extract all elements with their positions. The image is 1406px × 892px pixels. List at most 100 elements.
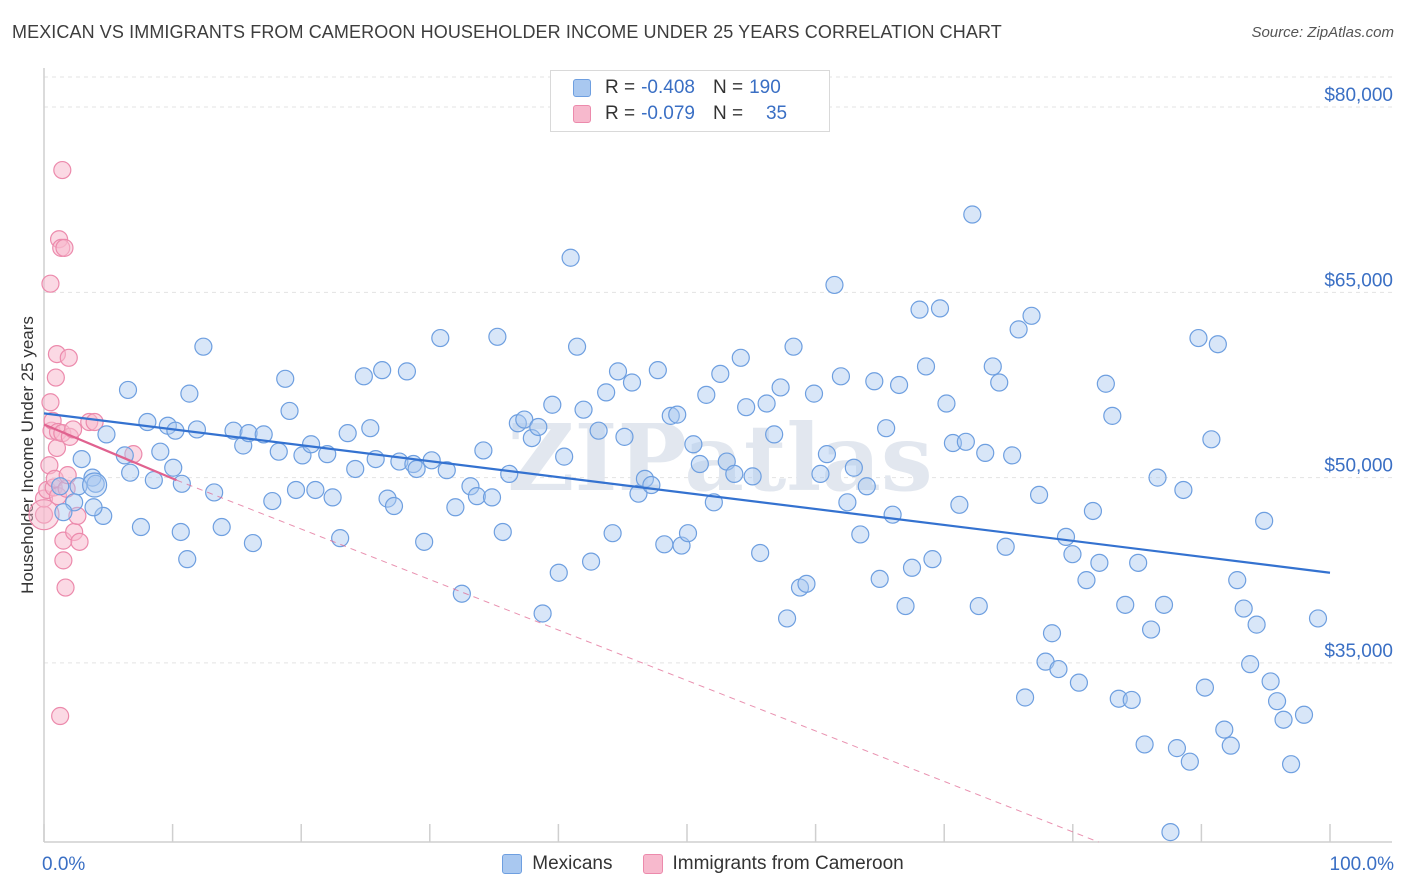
- cameroon-point: [41, 393, 60, 412]
- mexican-point: [354, 367, 373, 386]
- mexican-point: [622, 373, 642, 392]
- tick-labels: $35,000 $50,000 $65,000 $80,000 0.0% 100.0%: [42, 85, 1394, 875]
- mexican-point: [1129, 553, 1148, 572]
- mexican-point: [493, 522, 512, 542]
- series-legend: Mexicans Immigrants from Cameroon: [0, 852, 1406, 876]
- mexican-point: [943, 433, 963, 453]
- mexican-point: [254, 425, 273, 444]
- cameroon-point: [41, 274, 60, 293]
- mexican-point: [555, 447, 574, 466]
- mexican-point: [757, 394, 776, 413]
- mexican-point: [661, 406, 680, 425]
- mexican-point: [561, 248, 580, 267]
- mexican-point: [361, 419, 380, 438]
- trend-lines: [43, 412, 1331, 843]
- legend-r-label: R =: [605, 77, 636, 98]
- cameroon-point: [70, 532, 89, 551]
- cameroon-point: [54, 551, 73, 570]
- mexican-point: [1090, 553, 1109, 572]
- mexican-point: [976, 443, 995, 463]
- mexican-point: [415, 532, 434, 551]
- mexican-point: [704, 493, 723, 512]
- mexican-point: [212, 517, 231, 537]
- mexican-point: [269, 442, 288, 461]
- mexican-point: [1234, 599, 1253, 618]
- mexican-point: [1056, 527, 1076, 547]
- mexican-point: [969, 596, 988, 616]
- mexican-point: [916, 357, 936, 376]
- mexican-point: [825, 275, 844, 295]
- mexican-point: [488, 327, 507, 346]
- mexican-point: [1215, 720, 1234, 739]
- series-swatch-mexicans: [502, 854, 523, 874]
- mexican-point: [263, 491, 282, 511]
- mexican-point: [1103, 406, 1122, 425]
- mexican-point: [1154, 595, 1174, 614]
- legend-n-value: 35: [765, 103, 788, 124]
- mexican-point: [902, 558, 922, 577]
- mexican-point: [1135, 735, 1154, 754]
- mexican-point: [889, 375, 909, 395]
- mexican-point: [522, 428, 541, 448]
- mexican-point: [1208, 335, 1227, 354]
- mexican-point: [1281, 755, 1301, 774]
- mexican-point: [384, 496, 404, 516]
- mexican-point: [373, 361, 392, 380]
- mexican-point: [431, 328, 450, 348]
- mexican-point: [983, 357, 1002, 376]
- mexican-point: [1077, 571, 1096, 590]
- cameroon-point: [68, 506, 87, 526]
- mexican-point: [567, 337, 587, 356]
- mexican-point: [1221, 736, 1240, 755]
- mexican-point: [1167, 739, 1187, 758]
- series-label-cameroon: Immigrants from Cameroon: [672, 853, 904, 874]
- mexican-point: [597, 383, 616, 402]
- legend-swatch-mexicans: [573, 79, 591, 97]
- mexican-point: [286, 480, 306, 500]
- mexican-point: [668, 405, 687, 424]
- mexican-point: [529, 417, 548, 437]
- mexican-point: [54, 503, 73, 522]
- mexican-point: [533, 604, 552, 623]
- mexican-point: [301, 435, 321, 454]
- y-tick-label: $50,000: [1324, 456, 1393, 477]
- mexican-point: [1003, 446, 1022, 465]
- mexican-point: [280, 401, 299, 421]
- mexican-point: [1063, 545, 1082, 564]
- mexican-point: [1247, 615, 1266, 634]
- mexican-point: [346, 459, 365, 479]
- mexican-point: [1161, 823, 1180, 842]
- mexican-point: [164, 458, 183, 477]
- mexican-point: [877, 419, 896, 438]
- watermark: ZIPatlas: [507, 404, 932, 512]
- cameroon-point: [55, 238, 74, 257]
- mexican-point: [1294, 705, 1314, 724]
- series-legend-cameroon[interactable]: Immigrants from Cameroon: [642, 853, 904, 875]
- legend-n-value: 190: [749, 77, 781, 98]
- mexican-point: [844, 458, 863, 477]
- mexican-point: [857, 477, 876, 496]
- mexican-point: [224, 421, 243, 440]
- mexican-point: [831, 367, 851, 386]
- cameroon-point: [51, 706, 70, 726]
- mexican-point: [608, 362, 628, 381]
- series-legend-mexicans[interactable]: Mexicans: [502, 853, 613, 875]
- mexican-point: [642, 475, 661, 495]
- mexican-point: [777, 609, 797, 628]
- mexican-point: [72, 449, 91, 469]
- mexican-point: [1261, 672, 1280, 691]
- mexican-point: [1255, 511, 1274, 530]
- source-credit: Source: ZipAtlas.com: [1251, 24, 1394, 41]
- mexican-point: [1116, 595, 1135, 614]
- mexican-point: [751, 543, 770, 563]
- mexican-point: [84, 498, 103, 517]
- mexican-point: [1069, 673, 1089, 692]
- mexican-point: [338, 424, 357, 443]
- mexican-point: [180, 384, 199, 403]
- mexican-point: [910, 300, 929, 319]
- mexican-point: [697, 385, 716, 404]
- cameroon-point: [85, 412, 104, 432]
- mexican-point: [1148, 468, 1167, 487]
- cameroon-point: [63, 420, 83, 439]
- cameroon-points: [28, 160, 143, 726]
